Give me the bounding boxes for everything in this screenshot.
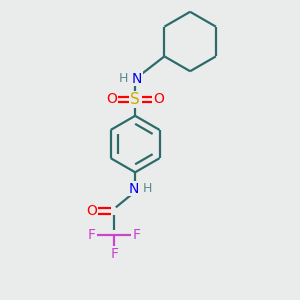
Text: O: O bbox=[106, 92, 117, 106]
Text: S: S bbox=[130, 92, 140, 107]
Text: O: O bbox=[87, 204, 98, 218]
Text: F: F bbox=[133, 228, 141, 242]
Text: F: F bbox=[88, 228, 96, 242]
Text: N: N bbox=[131, 72, 142, 86]
Text: O: O bbox=[153, 92, 164, 106]
Text: H: H bbox=[143, 182, 152, 195]
Text: H: H bbox=[119, 72, 128, 85]
Text: F: F bbox=[110, 247, 118, 261]
Text: N: N bbox=[128, 182, 139, 196]
